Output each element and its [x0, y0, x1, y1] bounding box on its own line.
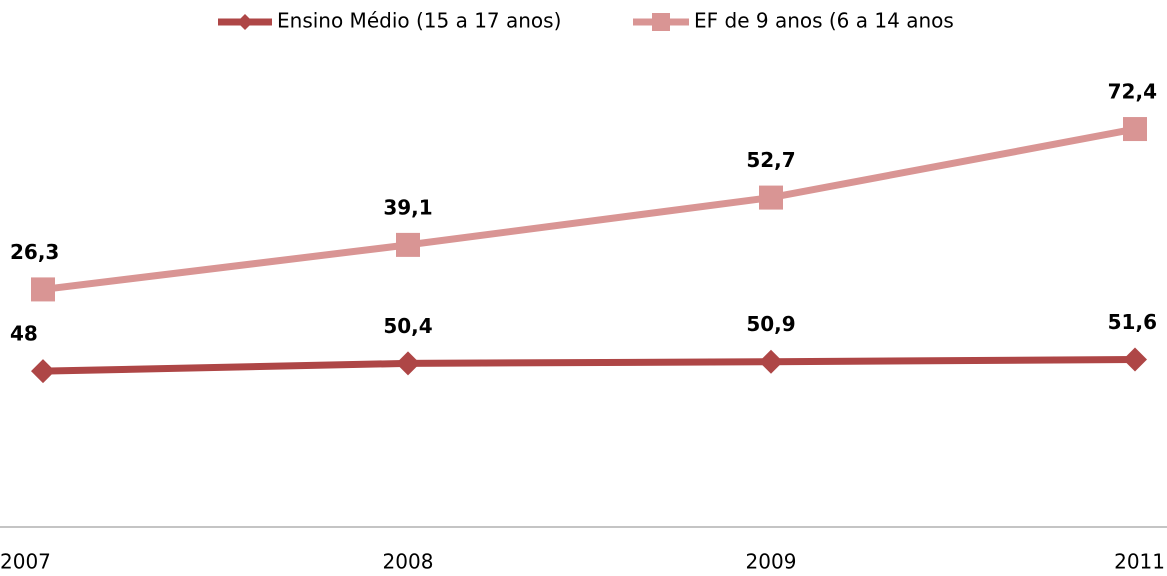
marker: [31, 277, 55, 302]
marker: [396, 351, 420, 376]
marker: [759, 185, 783, 210]
series-line: [42, 355, 1136, 375]
data-label: 39,1: [383, 195, 432, 219]
marker: [31, 359, 55, 384]
marker: [396, 232, 420, 257]
data-label: 50,4: [383, 314, 432, 338]
marker: [1123, 347, 1147, 372]
legend-marker: [652, 13, 670, 31]
data-label: 51,6: [1108, 310, 1157, 334]
legend-label: Ensino Médio (15 a 17 anos): [277, 9, 561, 33]
data-label: 72,4: [1108, 80, 1157, 104]
marker: [759, 349, 783, 374]
x-tick-label: 2007: [0, 550, 51, 574]
legend-marker: [237, 14, 253, 30]
legend-label: EF de 9 anos (6 a 14 anos: [694, 9, 954, 33]
data-label: 52,7: [746, 148, 795, 172]
data-label: 48: [10, 322, 38, 346]
data-label: 50,9: [746, 312, 795, 336]
series-line: [42, 125, 1136, 293]
data-label: 26,3: [10, 240, 59, 264]
marker: [1123, 117, 1147, 142]
x-tick-label: 2008: [383, 550, 434, 574]
x-tick-label: 2009: [746, 550, 797, 574]
x-tick-label: 2011: [1114, 550, 1165, 574]
